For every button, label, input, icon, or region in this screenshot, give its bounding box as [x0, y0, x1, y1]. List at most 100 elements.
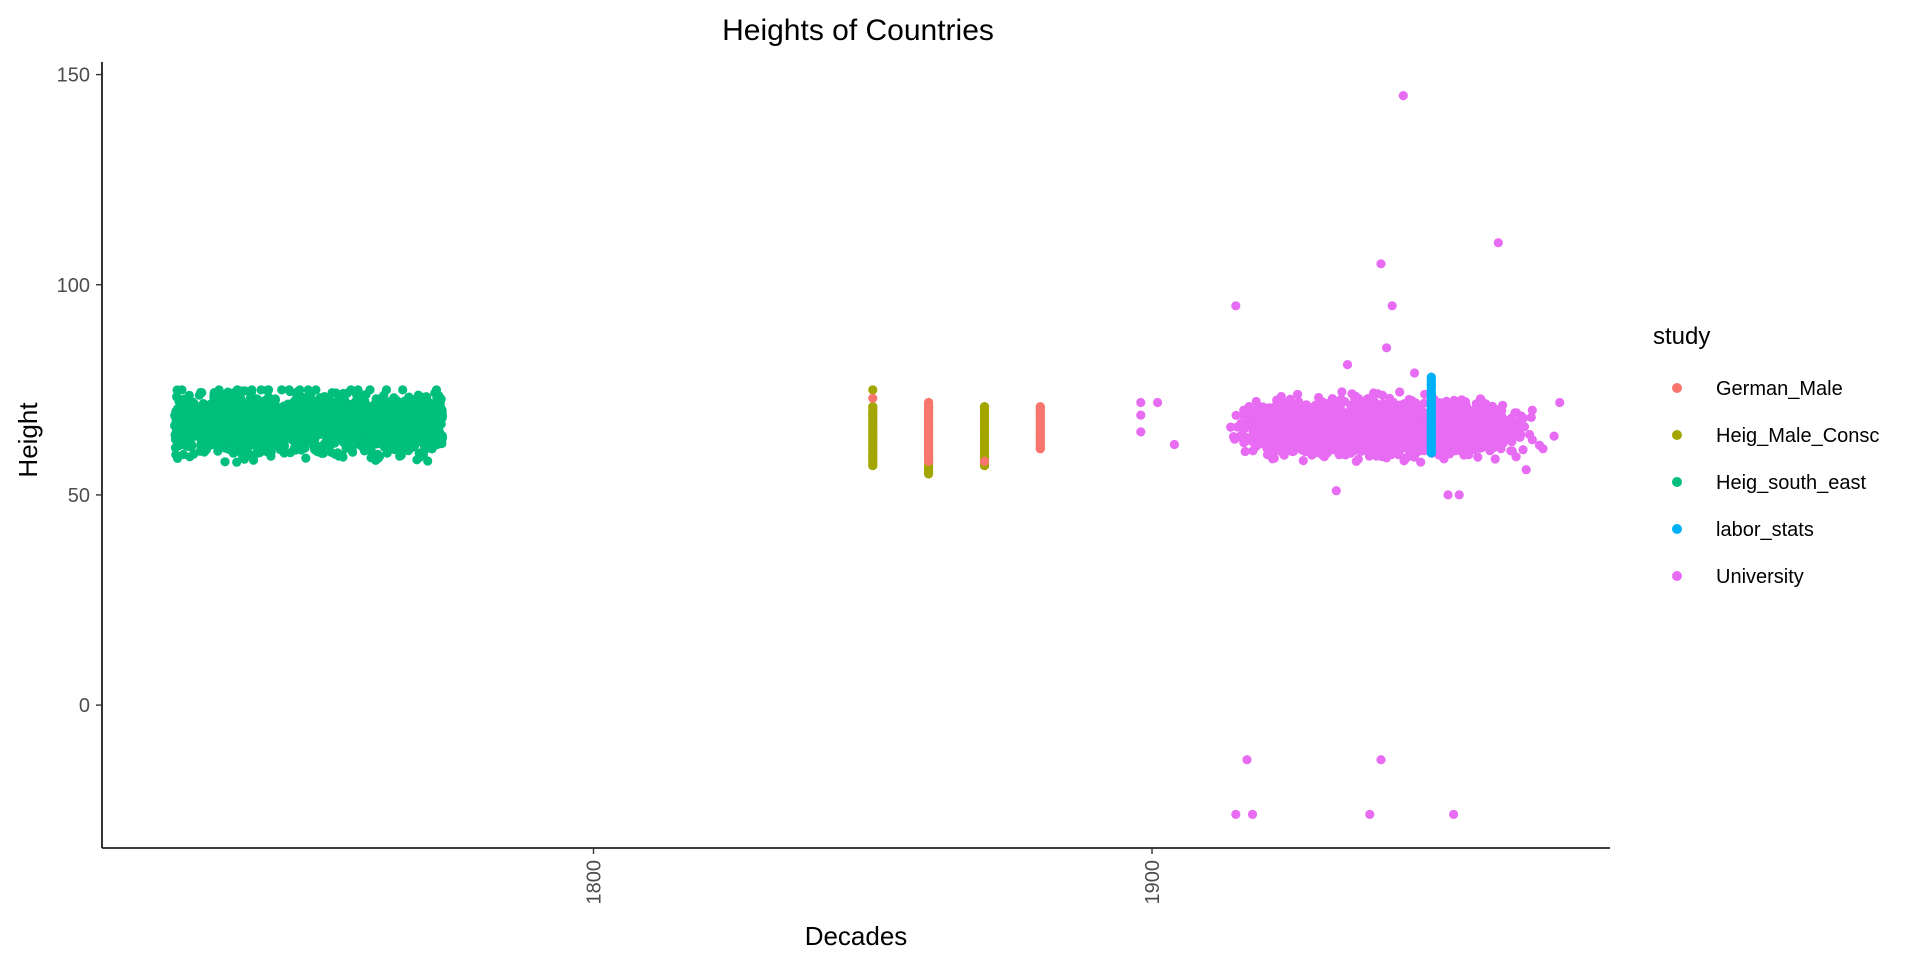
- data-point: [1512, 422, 1522, 432]
- data-point: [310, 414, 320, 424]
- data-point: [1258, 421, 1268, 431]
- data-point: [1457, 399, 1467, 409]
- data-point: [1328, 402, 1338, 412]
- data-point: [270, 399, 280, 409]
- data-point: [1445, 432, 1455, 442]
- data-point: [418, 421, 428, 431]
- data-point: [205, 405, 215, 415]
- data-point: [407, 409, 417, 419]
- data-point: [1286, 437, 1296, 447]
- data-point: [370, 425, 380, 435]
- data-point: [1136, 427, 1146, 437]
- data-point: [1407, 396, 1417, 406]
- data-point: [239, 416, 250, 426]
- data-point: [311, 404, 321, 414]
- data-point: [1409, 428, 1419, 438]
- data-point: [432, 393, 442, 403]
- data-point: [1272, 398, 1282, 409]
- data-point: [219, 410, 229, 420]
- data-point: [1266, 435, 1276, 445]
- y-axis-title: Height: [13, 402, 43, 478]
- data-point: [1274, 424, 1284, 434]
- data-point: [1454, 441, 1464, 451]
- data-point: [868, 393, 878, 403]
- data-point: [375, 396, 385, 406]
- data-point: [258, 419, 268, 429]
- data-point: [384, 407, 394, 417]
- data-point: [1461, 418, 1471, 428]
- data-point: [1279, 408, 1289, 418]
- data-point: [228, 448, 238, 458]
- data-point: [1481, 399, 1491, 409]
- data-point: [1417, 422, 1427, 432]
- data-point: [1289, 411, 1299, 421]
- data-point: [1035, 402, 1045, 412]
- data-point: [1538, 444, 1548, 454]
- data-point: [217, 428, 227, 438]
- series-German_Male: [868, 393, 1045, 466]
- data-point: [250, 410, 261, 420]
- data-point: [1343, 410, 1353, 420]
- data-point: [1240, 446, 1250, 457]
- data-point: [1296, 417, 1306, 427]
- data-point: [327, 411, 338, 421]
- data-point: [1360, 432, 1370, 442]
- data-point: [1226, 422, 1236, 432]
- plot-points: [170, 91, 1565, 820]
- data-point: [352, 438, 362, 448]
- data-point: [1337, 387, 1347, 397]
- data-point: [1248, 446, 1258, 456]
- data-point: [1313, 438, 1323, 448]
- data-point: [216, 439, 226, 449]
- data-point: [1342, 360, 1353, 370]
- data-point: [227, 412, 237, 423]
- data-point: [1395, 387, 1405, 397]
- y-tick-label: 100: [57, 275, 90, 297]
- data-point: [1293, 389, 1303, 399]
- data-point: [381, 385, 392, 395]
- data-point: [1455, 425, 1465, 435]
- data-point: [225, 428, 235, 438]
- data-point: [1286, 421, 1297, 431]
- data-point: [1381, 423, 1391, 433]
- data-point: [359, 446, 370, 456]
- data-point: [1276, 391, 1286, 402]
- data-point: [1305, 446, 1316, 456]
- data-point: [1393, 418, 1403, 428]
- data-point: [1390, 409, 1400, 419]
- data-point: [365, 385, 375, 395]
- data-point: [170, 421, 180, 431]
- data-point: [1325, 423, 1335, 433]
- data-point: [284, 385, 294, 395]
- data-point: [1381, 451, 1391, 461]
- data-point: [234, 431, 244, 441]
- data-point: [247, 385, 257, 395]
- legend-key: [1672, 524, 1682, 534]
- data-point: [1285, 394, 1295, 404]
- data-point: [1440, 421, 1450, 431]
- data-point: [287, 414, 297, 424]
- data-point: [236, 395, 247, 405]
- data-point: [1490, 454, 1500, 464]
- data-point: [1251, 438, 1261, 448]
- data-point: [1482, 427, 1492, 437]
- data-point: [362, 402, 372, 413]
- data-point: [1352, 412, 1362, 422]
- data-point: [239, 445, 249, 455]
- data-point: [255, 397, 265, 407]
- data-point: [434, 415, 445, 425]
- data-point: [432, 430, 442, 440]
- data-point: [299, 409, 309, 419]
- data-point: [1402, 453, 1412, 463]
- y-tick-label: 150: [57, 65, 90, 87]
- data-point: [417, 408, 428, 419]
- data-point: [1555, 397, 1565, 408]
- data-point: [1549, 431, 1559, 441]
- x-axis-ticks: 1800 1900: [583, 848, 1164, 905]
- data-point: [1314, 392, 1324, 403]
- data-point: [427, 444, 437, 454]
- data-point: [1300, 431, 1310, 441]
- data-point: [220, 457, 230, 467]
- data-point: [184, 390, 194, 400]
- data-point: [1504, 416, 1514, 426]
